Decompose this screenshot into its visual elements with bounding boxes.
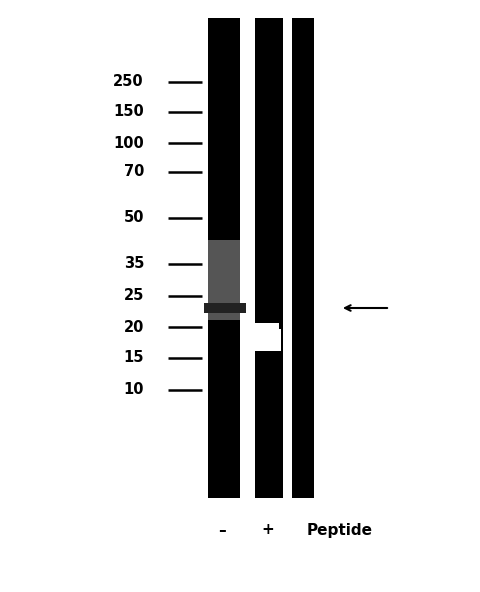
Bar [208, 240, 224, 320]
Bar [255, 18, 283, 498]
Bar [292, 18, 314, 498]
Bar [255, 329, 281, 351]
Text: 10: 10 [123, 382, 144, 397]
Bar [208, 240, 240, 320]
Text: 35: 35 [124, 256, 144, 272]
Bar [208, 240, 217, 320]
Text: 100: 100 [113, 136, 144, 150]
Text: 20: 20 [124, 320, 144, 334]
Text: Peptide: Peptide [307, 523, 373, 538]
Bar [204, 303, 246, 313]
Bar [224, 240, 240, 320]
Text: 25: 25 [124, 288, 144, 304]
Bar [208, 18, 240, 498]
Bar [255, 323, 279, 337]
Text: 150: 150 [113, 105, 144, 120]
Bar [208, 240, 213, 320]
Bar [230, 240, 240, 320]
Bar [235, 240, 240, 320]
Text: 15: 15 [123, 350, 144, 365]
Text: +: + [262, 523, 275, 538]
Text: 70: 70 [124, 165, 144, 179]
Text: 250: 250 [113, 75, 144, 89]
Text: –: – [218, 523, 226, 538]
Text: 50: 50 [123, 211, 144, 226]
